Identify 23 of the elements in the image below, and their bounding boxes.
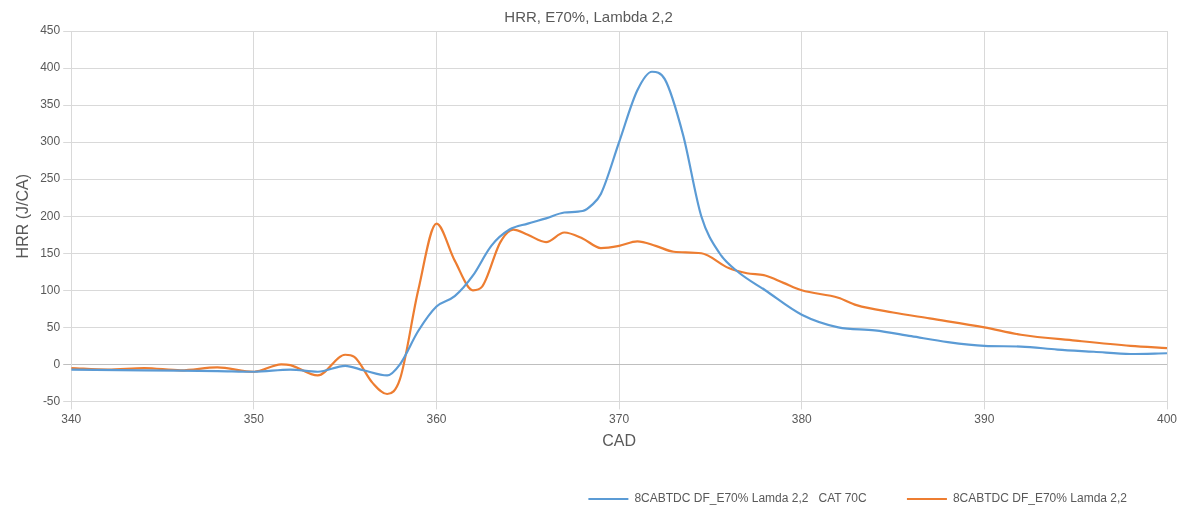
y-tick-label: 50 <box>46 319 61 334</box>
y-tick-label: 100 <box>40 282 61 297</box>
x-tick-label: 370 <box>609 411 630 426</box>
y-tick-label: 150 <box>40 245 61 260</box>
legend-label: 8CABTDC DF_E70% Lamda 2,2 CAT 70C <box>634 491 868 506</box>
y-tick-label: 250 <box>40 171 61 186</box>
x-tick-label: 350 <box>243 411 265 426</box>
x-tick-label: 400 <box>1156 411 1178 426</box>
y-axis-title: HRR (J/CA) <box>14 173 32 259</box>
y-tick-label: 0 <box>53 356 61 371</box>
x-tick-label: 390 <box>974 411 995 426</box>
y-tick-label: -50 <box>42 393 61 408</box>
x-tick-label: 360 <box>426 411 447 426</box>
y-tick-label: 400 <box>40 60 61 75</box>
legend-label: 8CABTDC DF_E70% Lamda 2,2 <box>952 491 1128 506</box>
y-tick-label: 200 <box>40 208 61 223</box>
x-axis-title: CAD <box>602 431 636 449</box>
y-tick-label: 450 <box>40 23 61 38</box>
chart-title: HRR, E70%, Lambda 2,2 <box>504 8 673 26</box>
y-tick-label: 350 <box>40 97 61 112</box>
y-tick-label: 300 <box>40 134 61 149</box>
x-tick-label: 380 <box>791 411 813 426</box>
x-tick-label: 340 <box>61 411 82 426</box>
